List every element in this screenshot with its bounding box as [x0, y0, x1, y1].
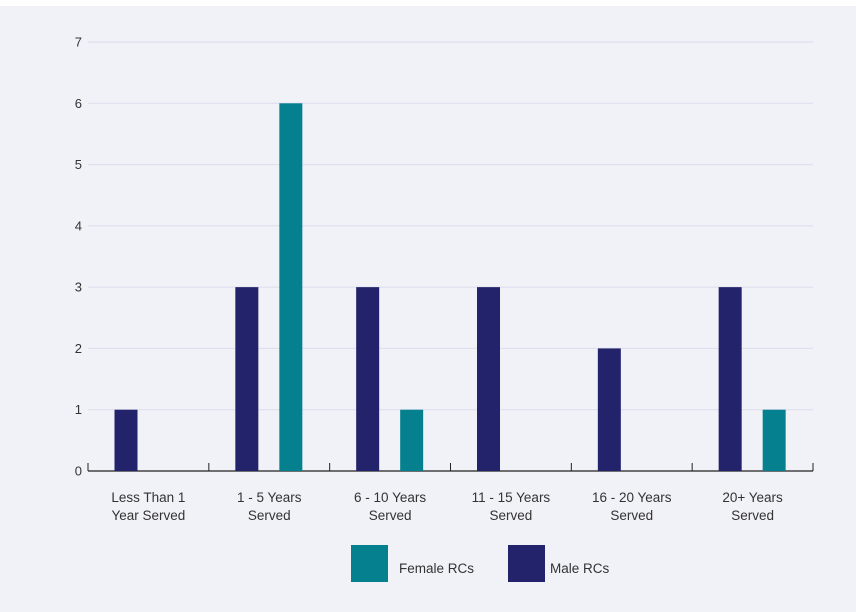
x-category-label-line: Year Served: [112, 508, 186, 523]
x-category-label-line: 16 - 20 Years: [592, 490, 672, 505]
x-category-label-line: Served: [248, 508, 291, 523]
y-tick-label: 6: [75, 96, 82, 111]
x-category-label: 20+ Years Served: [722, 490, 783, 523]
bar-male-rcs: [477, 287, 500, 471]
y-tick-label: 2: [75, 341, 82, 356]
x-category-label: 16 - 20 Years Served: [592, 490, 672, 523]
y-tick-label: 0: [75, 464, 82, 479]
legend-swatch: [351, 545, 388, 582]
x-category-label-line: 1 - 5 Years: [237, 490, 302, 505]
y-tick-label: 7: [75, 35, 82, 50]
legend-label: Female RCs: [399, 561, 474, 576]
legend-label: Male RCs: [550, 561, 610, 576]
bar-male-rcs: [718, 287, 742, 471]
x-category-label-line: Served: [731, 508, 774, 523]
x-category-label-line: 11 - 15 Years: [472, 490, 551, 505]
chart-panel: [0, 6, 856, 612]
y-tick-label: 4: [75, 218, 82, 233]
x-category-label: Less Than 1 Year Served: [111, 490, 185, 523]
x-category-label-line: Served: [490, 508, 533, 523]
bar-male-rcs: [114, 409, 138, 471]
x-category-label-line: Less Than 1: [111, 490, 185, 505]
bar-female-rcs: [400, 409, 424, 471]
x-category-label-line: Served: [610, 508, 653, 523]
bar-female-rcs: [279, 103, 303, 472]
y-tick-label: 3: [75, 280, 82, 295]
bar-male-rcs: [597, 348, 621, 471]
x-category-label-line: 6 - 10 Years: [354, 490, 426, 505]
x-category-label: 11 - 15 Years Served: [472, 490, 551, 523]
bar-male-rcs: [235, 287, 259, 471]
bar-male-rcs: [356, 287, 380, 471]
y-tick-label: 1: [75, 402, 82, 417]
x-category-label: 1 - 5 Years Served: [237, 490, 302, 523]
x-category-label-line: 20+ Years: [722, 490, 783, 505]
legend-swatch: [508, 545, 545, 582]
x-category-label: 6 - 10 Years Served: [354, 490, 426, 523]
bar-female-rcs: [762, 409, 786, 471]
y-tick-label: 5: [75, 157, 82, 172]
x-category-label-line: Served: [369, 508, 412, 523]
